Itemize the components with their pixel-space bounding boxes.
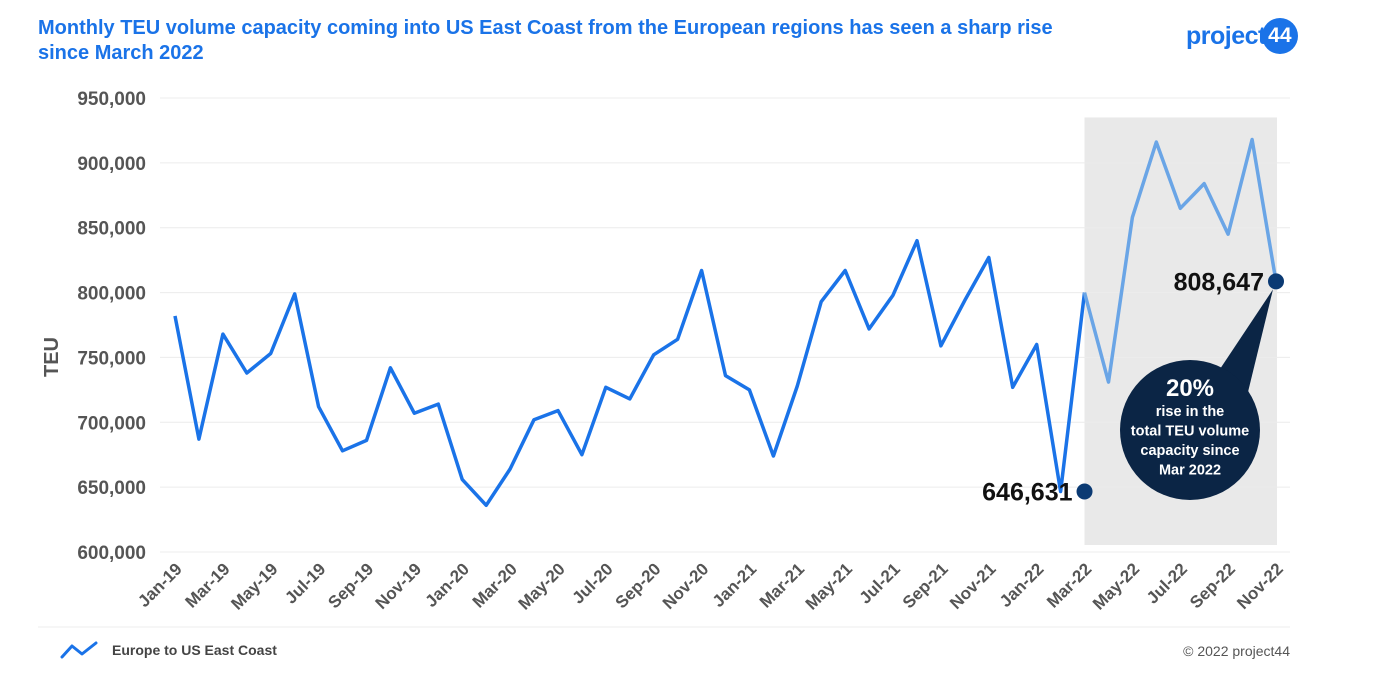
y-tick-label: 650,000 bbox=[77, 478, 146, 499]
logo-wordmark: project bbox=[1186, 21, 1266, 50]
chart-title: Monthly TEU volume capacity coming into … bbox=[38, 17, 1053, 64]
x-tick-label: Mar-22 bbox=[1043, 559, 1095, 611]
x-tick-label: Jan-21 bbox=[709, 559, 761, 611]
copyright-text: © 2022 project44 bbox=[1183, 643, 1290, 659]
x-tick-label: Nov-21 bbox=[946, 559, 1000, 613]
y-tick-label: 600,000 bbox=[77, 543, 146, 564]
data-point-label: 808,647 bbox=[1174, 268, 1264, 296]
y-tick-label: 850,000 bbox=[77, 219, 146, 240]
x-tick-label: Sep-21 bbox=[899, 559, 952, 612]
x-tick-label: May-21 bbox=[802, 559, 856, 613]
line-chart: 600,000 650,000 700,000 750,000 800,000 850,0… bbox=[38, 89, 1290, 628]
x-tick-label: Mar-21 bbox=[756, 559, 808, 611]
callout-text-line: rise in the bbox=[1156, 404, 1225, 420]
logo-badge: 44 bbox=[1261, 18, 1298, 54]
y-tick-label: 750,000 bbox=[77, 348, 146, 369]
x-tick-label: Jan-22 bbox=[996, 559, 1048, 611]
y-tick-label: 950,000 bbox=[77, 89, 146, 110]
x-tick-label: Nov-19 bbox=[372, 559, 426, 613]
callout-text-line: Mar 2022 bbox=[1159, 463, 1221, 479]
series-line bbox=[173, 238, 1087, 508]
callout-percent: 20% bbox=[1166, 375, 1214, 402]
y-tick-label: 800,000 bbox=[77, 284, 146, 305]
x-tick-label: Jan-20 bbox=[422, 559, 474, 611]
x-tick-label: Jul-22 bbox=[1143, 559, 1191, 607]
x-tick-label: Mar-19 bbox=[182, 559, 234, 611]
legend-label: Europe to US East Coast bbox=[112, 642, 277, 658]
data-point-marker bbox=[1076, 483, 1093, 500]
x-tick-label: Sep-20 bbox=[612, 559, 665, 612]
x-tick-label: Nov-22 bbox=[1233, 559, 1287, 613]
y-tick-label: 900,000 bbox=[77, 154, 146, 175]
callout-pointer bbox=[1218, 289, 1273, 392]
x-tick-label: Jul-21 bbox=[856, 559, 904, 607]
x-tick-label: Nov-20 bbox=[659, 559, 713, 613]
x-tick-label: Sep-19 bbox=[324, 559, 377, 612]
x-tick-label: May-22 bbox=[1089, 559, 1143, 613]
x-tick-label: May-20 bbox=[515, 559, 569, 613]
callout-text-line: total TEU volume bbox=[1131, 424, 1249, 440]
x-tick-label: Jan-19 bbox=[134, 559, 186, 611]
legend-line-icon bbox=[60, 641, 98, 659]
data-point-label: 646,631 bbox=[982, 479, 1072, 507]
x-tick-label: Jul-19 bbox=[281, 559, 329, 607]
x-tick-label: Sep-22 bbox=[1186, 559, 1239, 612]
callout-text-line: capacity since bbox=[1140, 443, 1239, 459]
legend: Europe to US East Coast bbox=[60, 640, 277, 660]
data-point-marker bbox=[1268, 273, 1284, 290]
x-tick-label: Mar-20 bbox=[469, 559, 521, 611]
series-line-highlight bbox=[1082, 137, 1278, 384]
y-axis-label: TEU bbox=[41, 337, 63, 377]
y-tick-label: 700,000 bbox=[77, 413, 146, 434]
x-tick-label: May-19 bbox=[227, 559, 281, 613]
x-tick-label: Jul-20 bbox=[568, 559, 616, 607]
callout-circle bbox=[1120, 360, 1260, 500]
project44-logo: project 44 bbox=[1186, 17, 1298, 55]
